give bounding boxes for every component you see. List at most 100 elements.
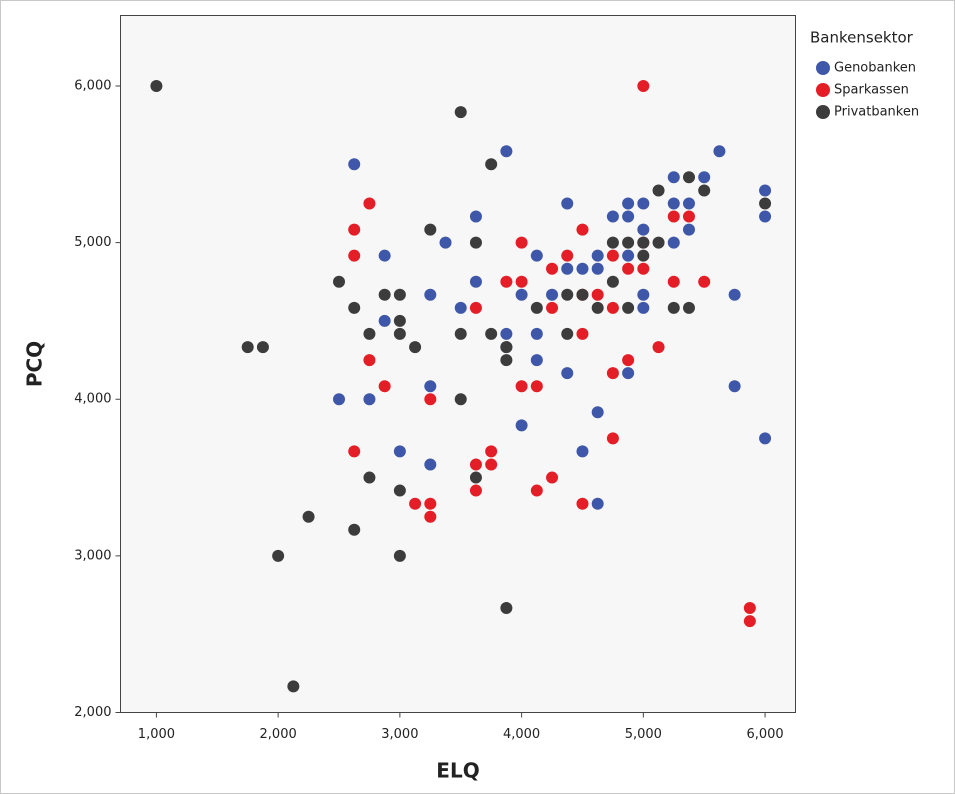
point xyxy=(667,301,680,314)
point xyxy=(561,197,574,210)
point xyxy=(515,236,528,249)
point xyxy=(682,210,695,223)
point xyxy=(454,393,467,406)
legend-marker xyxy=(816,83,830,97)
point xyxy=(500,341,513,354)
point xyxy=(424,380,437,393)
point xyxy=(287,680,300,693)
x-tick-label: 1,000 xyxy=(138,727,175,742)
point xyxy=(348,523,361,536)
point xyxy=(378,249,391,262)
point xyxy=(454,301,467,314)
point xyxy=(759,184,772,197)
point xyxy=(378,314,391,327)
point xyxy=(454,106,467,119)
point xyxy=(378,288,391,301)
point xyxy=(333,275,346,288)
point xyxy=(348,301,361,314)
point xyxy=(728,288,741,301)
point xyxy=(439,236,452,249)
legend-marker xyxy=(816,105,830,119)
point xyxy=(667,275,680,288)
point xyxy=(256,341,269,354)
point xyxy=(591,301,604,314)
point xyxy=(500,275,513,288)
point xyxy=(622,367,635,380)
point xyxy=(393,549,406,562)
point xyxy=(652,184,665,197)
point xyxy=(485,458,498,471)
point xyxy=(241,341,254,354)
point xyxy=(743,615,756,628)
point xyxy=(500,602,513,615)
point xyxy=(637,223,650,236)
y-tick-label: 2,000 xyxy=(74,705,111,720)
x-axis-title: ELQ xyxy=(436,759,479,783)
point xyxy=(667,197,680,210)
point xyxy=(576,445,589,458)
point xyxy=(530,354,543,367)
point xyxy=(606,432,619,445)
legend-label: Privatbanken xyxy=(834,105,919,120)
legend-title: Bankensektor xyxy=(810,29,914,47)
point xyxy=(454,327,467,340)
point xyxy=(561,327,574,340)
point xyxy=(698,184,711,197)
point xyxy=(348,249,361,262)
point xyxy=(348,445,361,458)
point xyxy=(561,249,574,262)
point xyxy=(576,288,589,301)
point xyxy=(393,484,406,497)
point xyxy=(485,158,498,171)
point xyxy=(424,510,437,523)
point xyxy=(469,236,482,249)
point xyxy=(622,301,635,314)
point xyxy=(515,419,528,432)
point xyxy=(500,327,513,340)
point xyxy=(637,288,650,301)
point xyxy=(576,223,589,236)
point xyxy=(606,367,619,380)
point xyxy=(591,406,604,419)
point xyxy=(546,301,559,314)
point xyxy=(759,210,772,223)
point xyxy=(713,145,726,158)
x-tick-label: 6,000 xyxy=(746,727,783,742)
point xyxy=(424,458,437,471)
point xyxy=(333,393,346,406)
point xyxy=(561,262,574,275)
point xyxy=(393,445,406,458)
point xyxy=(363,471,376,484)
point xyxy=(576,262,589,275)
point xyxy=(682,223,695,236)
point xyxy=(393,288,406,301)
point xyxy=(485,327,498,340)
point xyxy=(363,393,376,406)
point xyxy=(469,275,482,288)
point xyxy=(682,301,695,314)
point xyxy=(637,79,650,92)
point xyxy=(698,275,711,288)
point xyxy=(378,380,391,393)
point xyxy=(530,301,543,314)
y-tick-label: 5,000 xyxy=(74,235,111,250)
x-tick-label: 3,000 xyxy=(381,727,418,742)
point xyxy=(591,262,604,275)
point xyxy=(591,497,604,510)
point xyxy=(424,497,437,510)
point xyxy=(302,510,315,523)
point xyxy=(606,301,619,314)
point xyxy=(576,327,589,340)
point xyxy=(272,549,285,562)
point xyxy=(622,249,635,262)
point xyxy=(652,236,665,249)
point xyxy=(515,275,528,288)
point xyxy=(363,327,376,340)
x-tick-label: 4,000 xyxy=(503,727,540,742)
legend-label: Genobanken xyxy=(834,61,916,76)
point xyxy=(424,288,437,301)
point xyxy=(637,262,650,275)
point xyxy=(606,236,619,249)
point xyxy=(469,301,482,314)
point xyxy=(348,223,361,236)
